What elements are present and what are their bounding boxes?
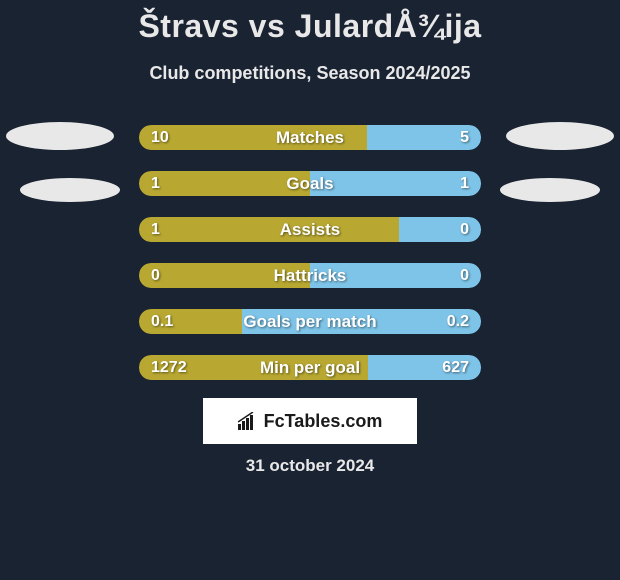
stat-value-left: 1 [151, 221, 160, 239]
stat-value-left: 1272 [151, 359, 187, 377]
logo-label: FcTables.com [264, 411, 383, 432]
chart-icon [238, 412, 260, 430]
comparison-infographic: Štravs vs JulardÅ¾ija Club competitions,… [0, 0, 620, 580]
stat-label: Matches [276, 128, 344, 148]
player-left-photo-placeholder-1 [6, 122, 114, 150]
page-subtitle: Club competitions, Season 2024/2025 [0, 63, 620, 84]
stat-value-left: 0 [151, 267, 160, 285]
stat-value-right: 0 [460, 221, 469, 239]
stat-row: Hattricks 0 0 [139, 263, 481, 288]
player-left-photo-placeholder-2 [20, 178, 120, 202]
stat-value-right: 0 [460, 267, 469, 285]
stat-value-right: 627 [442, 359, 469, 377]
stat-value-left: 10 [151, 129, 169, 147]
stat-row: Min per goal 1272 627 [139, 355, 481, 380]
stat-value-right: 1 [460, 175, 469, 193]
stat-value-right: 0.2 [447, 313, 469, 331]
stat-label: Goals [286, 174, 333, 194]
stat-bar-left [139, 217, 399, 242]
stat-label: Assists [280, 220, 340, 240]
date-label: 31 october 2024 [246, 456, 375, 476]
logo-box: FcTables.com [203, 398, 417, 444]
stat-row: Assists 1 0 [139, 217, 481, 242]
stat-value-left: 1 [151, 175, 160, 193]
stat-row: Goals 1 1 [139, 171, 481, 196]
stat-label: Hattricks [274, 266, 347, 286]
logo-text: FcTables.com [238, 411, 383, 432]
stats-container: Matches105Goals11Assists10Hattricks00Goa… [139, 125, 481, 401]
stat-label: Min per goal [260, 358, 360, 378]
stat-label: Goals per match [243, 312, 376, 332]
stat-value-left: 0.1 [151, 313, 173, 331]
stat-bar-left [139, 171, 310, 196]
player-right-photo-placeholder-2 [500, 178, 600, 202]
stat-row: Goals per match 0.1 0.2 [139, 309, 481, 334]
page-title: Štravs vs JulardÅ¾ija [0, 0, 620, 45]
stat-bar-right [310, 171, 481, 196]
stat-row: Matches 10 5 [139, 125, 481, 150]
stat-value-right: 5 [460, 129, 469, 147]
player-right-photo-placeholder-1 [506, 122, 614, 150]
